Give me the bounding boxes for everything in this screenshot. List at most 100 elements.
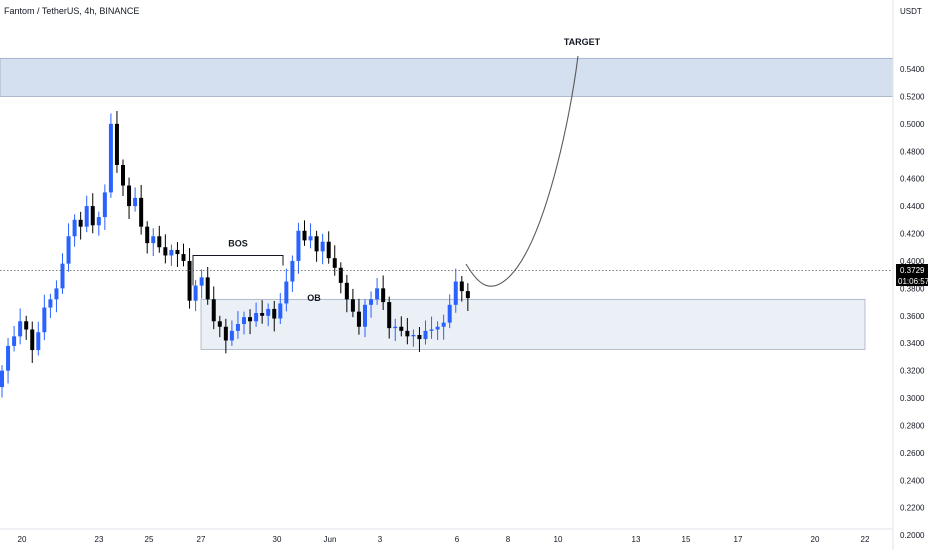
candle-body — [320, 241, 325, 252]
candle-body — [302, 230, 307, 241]
time-tick-label: 25 — [145, 535, 154, 544]
candle-body — [223, 326, 228, 341]
time-tick-label: 23 — [95, 535, 104, 544]
candle-body — [411, 334, 416, 337]
target-label: TARGET — [564, 37, 601, 47]
price-tick-label: 0.2400 — [900, 476, 925, 485]
time-tick-label: 6 — [455, 535, 460, 544]
candle-body — [60, 263, 65, 289]
candle-body — [229, 330, 234, 341]
candle-body — [290, 260, 295, 282]
price-tick-label: 0.2000 — [900, 531, 925, 540]
price-tick-label: 0.3200 — [900, 367, 925, 376]
candle-body — [12, 336, 17, 346]
candle-body — [254, 313, 259, 322]
candle-body — [121, 164, 125, 186]
price-axis[interactable]: 0.5400 0.5200 0.5000 0.4800 0.4600 0.4400 0.42… — [892, 0, 930, 550]
candle-body — [332, 258, 337, 268]
candle-body — [151, 236, 156, 244]
candle-body — [18, 321, 23, 337]
candle-body — [459, 281, 464, 292]
current-price-badge — [896, 264, 928, 286]
candle-body — [356, 311, 361, 327]
time-tick-label: 10 — [554, 535, 563, 544]
price-tick-label: 0.4000 — [900, 257, 925, 266]
candle-body — [405, 330, 410, 337]
candle-body — [175, 249, 180, 255]
time-tick-label: 20 — [811, 535, 820, 544]
candle-body — [248, 317, 253, 322]
candle-body — [284, 281, 289, 304]
candle-body — [429, 329, 434, 331]
time-tick-label: 15 — [682, 535, 691, 544]
candle-body — [6, 345, 11, 371]
candle-body — [350, 299, 355, 312]
time-tick-label: Jun — [324, 535, 337, 544]
price-tick-label: 0.5400 — [900, 65, 925, 74]
price-tick-label: 0.5000 — [900, 120, 925, 129]
time-tick-label: 22 — [861, 535, 870, 544]
price-tick-label: 0.2800 — [900, 421, 925, 430]
candle-body — [163, 247, 168, 256]
candle-body — [78, 219, 83, 227]
candle-body — [199, 277, 204, 286]
target-zone — [0, 57, 894, 97]
time-axis[interactable]: 20 23 25 27 30 Jun 3 6 8 10 13 15 17 20 22 — [0, 528, 893, 544]
candle-body — [441, 322, 446, 327]
candle-countdown: 01:06:57 — [898, 277, 930, 286]
candle-body — [36, 332, 41, 351]
candle-body — [72, 219, 77, 237]
candle-body — [0, 370, 4, 388]
candle-body — [96, 217, 101, 226]
price-tick-label: 0.4800 — [900, 147, 925, 156]
candle-body — [54, 288, 59, 300]
candle-body — [181, 254, 186, 261]
candle-body — [447, 304, 452, 323]
candle-body — [30, 329, 35, 351]
candle-body — [145, 226, 150, 244]
candle-body — [344, 282, 349, 300]
candle-body — [423, 330, 428, 340]
candle-body — [393, 326, 398, 329]
candle-body — [381, 288, 386, 303]
candle-body — [278, 303, 283, 319]
candle-body — [187, 260, 192, 301]
candle-body — [338, 267, 343, 283]
candle-body — [127, 185, 132, 207]
time-tick-label: 27 — [197, 535, 206, 544]
candle-body — [314, 236, 319, 252]
candle-body — [453, 281, 458, 305]
candle-body — [157, 236, 162, 248]
candle-body — [235, 324, 240, 331]
bos-line — [192, 254, 284, 286]
chart-title: Fantom / TetherUS, 4h, BINANCE — [4, 6, 140, 16]
candle-body — [114, 123, 119, 165]
candle-body — [272, 308, 277, 319]
candle-body — [387, 302, 392, 329]
candle-body — [66, 236, 71, 264]
time-tick-label: 8 — [506, 535, 511, 544]
time-tick-label: 13 — [632, 535, 641, 544]
candle-body — [369, 299, 374, 305]
price-tick-label: 0.4600 — [900, 175, 925, 184]
price-tick-label: 0.3800 — [900, 284, 925, 293]
candle-body — [102, 192, 107, 218]
current-price-value: 0.3729 — [900, 266, 925, 275]
candle-body — [308, 236, 313, 241]
candle-body — [326, 241, 331, 259]
price-tick-label: 0.3400 — [900, 339, 925, 348]
bos-label: BOS — [228, 238, 248, 248]
ob-label: OB — [307, 293, 321, 303]
projection-curve — [465, 55, 579, 287]
price-unit-label: USDT — [900, 7, 922, 16]
price-tick-label-hidden: 0.3600 — [900, 312, 925, 321]
ob-zone — [200, 298, 866, 350]
price-tick-label: 0.4400 — [900, 202, 925, 211]
candle-body — [139, 197, 144, 227]
candle-body — [90, 206, 95, 226]
candle-body — [24, 321, 29, 330]
price-tick-label: 0.2600 — [900, 449, 925, 458]
candle-body — [205, 277, 210, 300]
candle-body — [375, 288, 380, 300]
